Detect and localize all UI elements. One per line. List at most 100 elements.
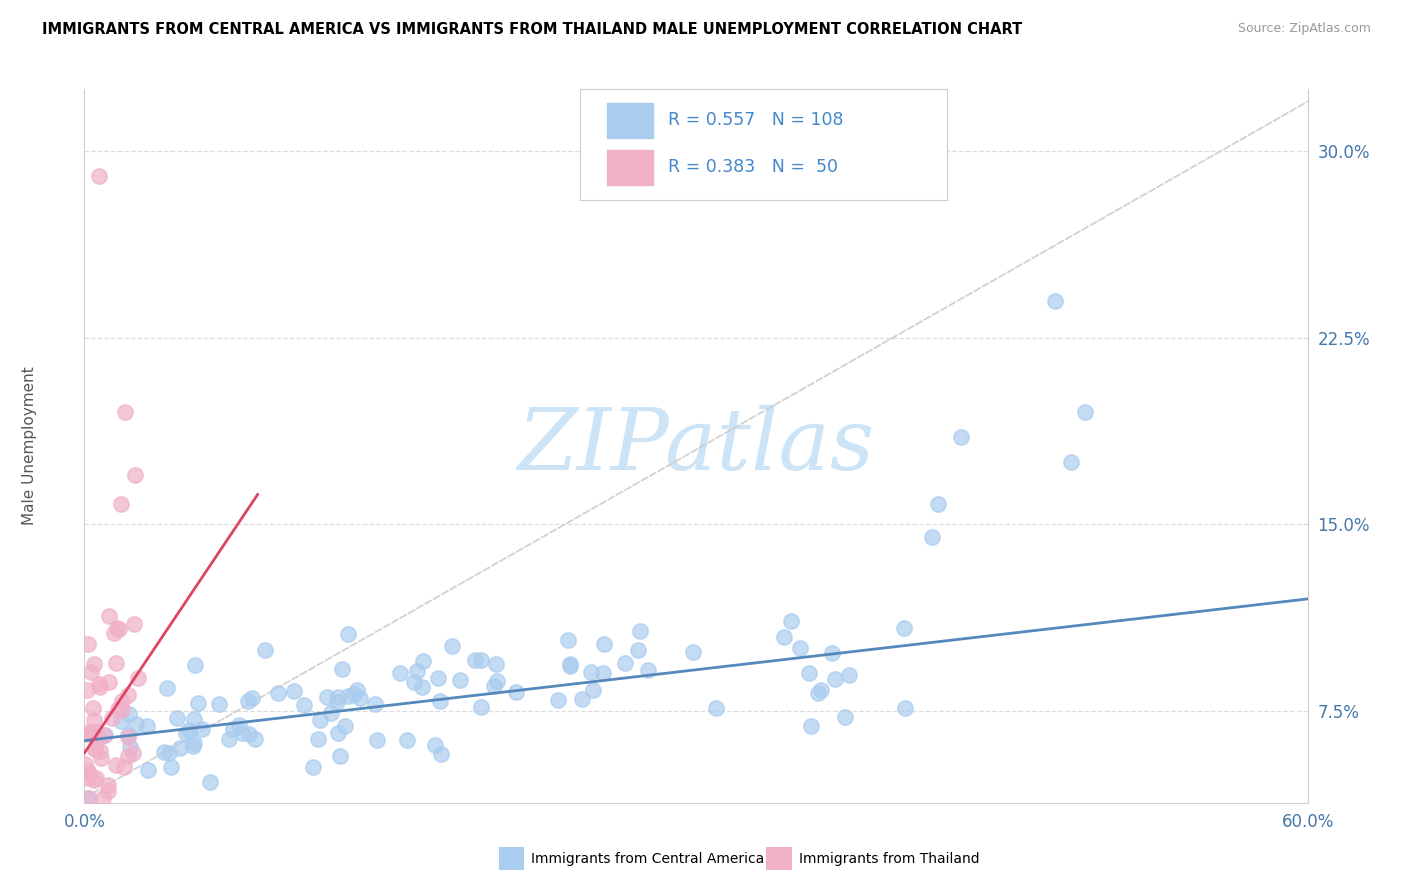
Point xyxy=(592,665,614,680)
Point xyxy=(329,749,352,764)
Point xyxy=(183,735,205,749)
Point xyxy=(208,697,231,711)
Point xyxy=(780,614,803,628)
Point xyxy=(404,675,426,690)
Point xyxy=(821,646,844,660)
Point xyxy=(101,711,124,725)
Point xyxy=(800,719,823,733)
Point xyxy=(240,691,263,706)
Text: Source: ZipAtlas.com: Source: ZipAtlas.com xyxy=(1237,22,1371,36)
Bar xyxy=(606,150,654,185)
Point xyxy=(110,714,132,728)
Point xyxy=(200,775,222,789)
Point xyxy=(83,773,105,788)
Point xyxy=(231,725,253,739)
Point xyxy=(105,758,128,772)
Point xyxy=(430,747,453,762)
Point xyxy=(94,728,117,742)
Point xyxy=(111,703,134,717)
Point xyxy=(614,656,637,670)
Point xyxy=(485,657,508,671)
Point xyxy=(789,640,811,655)
Point xyxy=(159,747,181,761)
Point xyxy=(124,467,146,482)
Point xyxy=(834,710,856,724)
Point xyxy=(91,790,114,805)
Bar xyxy=(606,103,654,137)
Point xyxy=(135,719,157,733)
Point xyxy=(366,732,388,747)
Text: IMMIGRANTS FROM CENTRAL AMERICA VS IMMIGRANTS FROM THAILAND MALE UNEMPLOYMENT CO: IMMIGRANTS FROM CENTRAL AMERICA VS IMMIG… xyxy=(42,22,1022,37)
Point xyxy=(319,706,342,721)
Point xyxy=(82,701,104,715)
Point xyxy=(557,632,579,647)
Point xyxy=(118,707,141,722)
Point xyxy=(86,771,108,785)
Point xyxy=(571,692,593,706)
Point xyxy=(114,405,136,419)
Point xyxy=(482,679,505,693)
Point xyxy=(87,169,110,184)
Point xyxy=(335,718,357,732)
Point xyxy=(412,654,434,668)
Point xyxy=(243,732,266,747)
Point xyxy=(628,624,651,638)
Point xyxy=(84,741,107,756)
Point xyxy=(558,657,581,672)
FancyBboxPatch shape xyxy=(579,89,946,200)
Point xyxy=(395,732,418,747)
Point xyxy=(87,677,110,691)
Point xyxy=(222,723,245,737)
Point xyxy=(682,645,704,659)
Point xyxy=(1043,293,1066,308)
Point xyxy=(83,713,105,727)
Point xyxy=(97,783,120,797)
Point xyxy=(98,674,121,689)
Point xyxy=(1059,455,1081,469)
Point xyxy=(627,643,650,657)
Point xyxy=(76,682,98,697)
Point xyxy=(118,740,141,755)
Point xyxy=(83,657,105,671)
Point xyxy=(238,694,260,708)
Point xyxy=(824,673,846,687)
Point xyxy=(76,771,98,785)
Point xyxy=(388,665,411,680)
Point xyxy=(75,757,97,772)
Point xyxy=(807,686,830,700)
Point xyxy=(592,637,614,651)
Point xyxy=(77,637,100,651)
Point xyxy=(89,744,111,758)
Point xyxy=(104,656,127,670)
Point xyxy=(307,732,329,747)
Point xyxy=(138,763,160,777)
Point xyxy=(470,653,492,667)
Point xyxy=(218,731,240,746)
Point xyxy=(894,700,917,714)
Point xyxy=(80,665,103,679)
Point xyxy=(773,630,796,644)
Point xyxy=(363,697,385,711)
Point xyxy=(76,790,98,805)
Point xyxy=(160,759,183,773)
Point xyxy=(810,683,832,698)
Point xyxy=(893,621,915,635)
Text: R = 0.557   N = 108: R = 0.557 N = 108 xyxy=(668,111,844,129)
Point xyxy=(637,663,659,677)
Point xyxy=(411,680,433,694)
Point xyxy=(797,666,820,681)
Point xyxy=(110,498,132,512)
Text: Male Unemployment: Male Unemployment xyxy=(22,367,37,525)
Text: ZIPatlas: ZIPatlas xyxy=(517,405,875,487)
Point xyxy=(89,680,111,694)
Point xyxy=(337,627,360,641)
Point xyxy=(121,746,143,760)
Point xyxy=(921,530,943,544)
Point xyxy=(464,653,486,667)
Point xyxy=(153,745,176,759)
Point xyxy=(117,748,139,763)
Point xyxy=(105,621,128,635)
Point xyxy=(76,724,98,739)
Point xyxy=(405,664,427,678)
Point xyxy=(704,701,727,715)
